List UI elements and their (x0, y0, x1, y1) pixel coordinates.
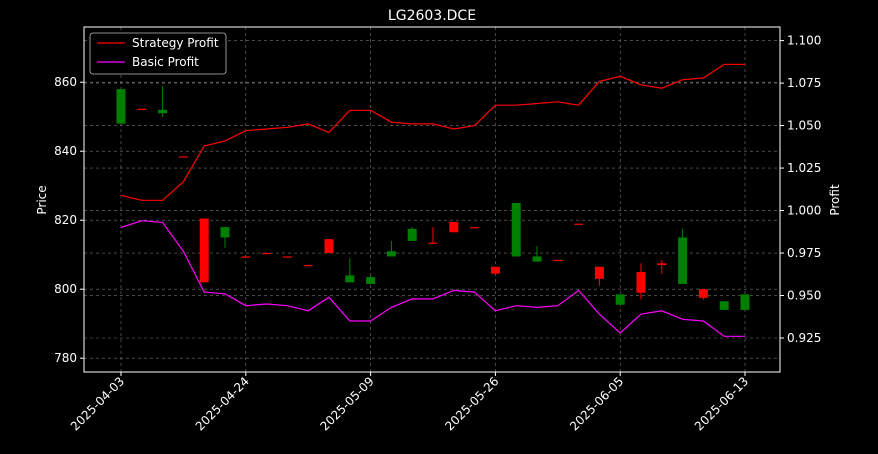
y-tick-label-right: 1.100 (787, 34, 821, 48)
x-date-axis: 2025-04-03 2025-04-24 2025-05-09 2025-05-26… (68, 372, 751, 433)
candle-body (137, 108, 147, 110)
right-profit-axis: 0.925 0.950 0.975 1.000 1.025 1.050 1.075 1.100 (780, 34, 821, 345)
x-tick-label: 2025-05-09 (318, 374, 377, 433)
candle-body (490, 266, 500, 274)
y-tick-label-left: 800 (54, 282, 77, 296)
candle-body (678, 237, 688, 285)
y-tick-label-right: 1.075 (787, 76, 821, 90)
x-tick-label: 2025-04-24 (193, 374, 252, 433)
y-tick-label-right: 1.050 (787, 119, 821, 133)
candle-body (303, 265, 313, 267)
candles-group (116, 85, 750, 310)
legend-label-basic-profit: Basic Profit (132, 55, 199, 69)
plot-background (84, 27, 780, 372)
y-tick-label-right: 0.925 (787, 331, 821, 345)
y-tick-label-left: 860 (54, 75, 77, 89)
candle-body (178, 156, 188, 158)
candle-body (220, 227, 230, 238)
strategy-profit-line (120, 63, 745, 201)
plot-frame (83, 26, 781, 373)
candle-body (407, 228, 417, 241)
candle-body (553, 259, 563, 262)
candle-body (657, 263, 667, 266)
profit-lines-group (120, 63, 745, 337)
candle-body (158, 109, 168, 114)
candle-body (386, 251, 396, 257)
candle-body (698, 289, 708, 298)
y-tick-label-right: 1.025 (787, 161, 821, 175)
candle-body (449, 221, 459, 233)
legend: Strategy Profit Basic Profit (89, 32, 227, 75)
candle-body (615, 294, 625, 305)
candle-body (428, 242, 438, 244)
candle-body (636, 271, 646, 293)
candle-body (470, 227, 480, 229)
y-tick-label-right: 0.975 (787, 246, 821, 260)
candle-body (324, 239, 334, 253)
candle-body (116, 89, 126, 124)
y-axis-label-right: Profit (828, 184, 842, 216)
basic-profit-line (120, 220, 745, 337)
candle-body (282, 256, 292, 258)
legend-label-strategy-profit: Strategy Profit (132, 36, 219, 50)
chart-title: LG2603.DCE (388, 8, 476, 24)
candle-body (241, 256, 251, 258)
grid-lines (84, 27, 780, 372)
x-tick-label: 2025-04-03 (68, 374, 127, 433)
y-axis-label-left: Price (35, 185, 49, 214)
y-tick-label-left: 840 (54, 144, 77, 158)
y-tick-label-left: 780 (54, 351, 77, 365)
candle-body (594, 266, 604, 279)
candle-body (366, 277, 376, 285)
candle-body (199, 218, 209, 283)
left-price-axis: 780 800 820 840 860 (54, 75, 84, 365)
y-tick-label-right: 1.000 (787, 204, 821, 218)
candle-body (345, 275, 355, 283)
y-tick-label-left: 820 (54, 213, 77, 227)
x-tick-label: 2025-06-13 (692, 374, 751, 433)
candle-body (719, 301, 729, 310)
candle-body (511, 202, 521, 257)
candle-body (574, 223, 584, 225)
y-tick-label-right: 0.950 (787, 289, 821, 303)
candle-body (740, 294, 750, 310)
candle-body (532, 256, 542, 262)
x-tick-label: 2025-06-05 (567, 374, 626, 433)
x-tick-label: 2025-05-26 (442, 374, 501, 433)
candle-body (262, 252, 272, 255)
